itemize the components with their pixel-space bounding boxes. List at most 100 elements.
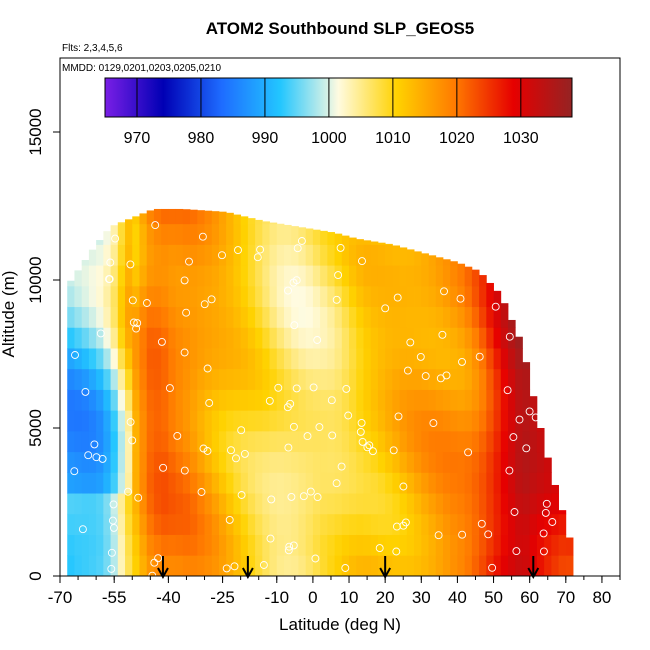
heatmap-cell xyxy=(103,306,111,328)
heatmap-cell xyxy=(399,348,408,370)
heatmap-cell xyxy=(544,472,552,494)
heatmap-cell xyxy=(125,265,133,287)
heatmap-cell xyxy=(276,513,285,535)
heatmap-cell xyxy=(226,306,234,328)
heatmap-cell xyxy=(457,472,466,494)
heatmap-cell xyxy=(211,223,220,245)
heatmap-cell xyxy=(428,534,437,556)
heatmap-cell xyxy=(153,348,162,370)
heatmap-cell xyxy=(110,368,119,390)
heatmap-cell xyxy=(269,534,278,556)
heatmap-cell xyxy=(457,265,466,287)
heatmap-cell xyxy=(421,253,429,266)
heatmap-cell xyxy=(240,430,249,453)
heatmap-cell xyxy=(305,228,314,245)
heatmap-cell xyxy=(110,327,119,349)
heatmap-cell xyxy=(493,348,502,370)
heatmap-cell xyxy=(356,327,364,349)
heatmap-cell xyxy=(103,285,111,308)
heatmap-cell xyxy=(392,534,401,556)
heatmap-cell xyxy=(74,270,83,287)
heatmap-cell xyxy=(291,327,299,349)
heatmap-cell xyxy=(103,451,111,473)
heatmap-cell xyxy=(247,555,256,577)
heatmap-cell xyxy=(356,348,364,370)
observation-point xyxy=(522,444,531,453)
heatmap-cell xyxy=(262,534,270,556)
heatmap-cell xyxy=(175,368,184,390)
heatmap-cell xyxy=(392,389,401,411)
heatmap-cell xyxy=(399,555,408,577)
observation-point xyxy=(157,337,166,346)
heatmap-cell xyxy=(435,493,444,515)
heatmap-cell xyxy=(74,534,83,556)
heatmap-cell xyxy=(255,219,263,225)
heatmap-cell xyxy=(125,306,133,328)
heatmap-cell xyxy=(146,327,155,349)
heatmap-cell xyxy=(486,513,494,535)
heatmap-cell xyxy=(406,451,415,473)
heatmap-cell xyxy=(471,368,480,390)
y-axis-label: Altitude (m) xyxy=(0,271,18,358)
heatmap-cell xyxy=(450,430,458,453)
heatmap-cell xyxy=(341,389,350,411)
heatmap-cell xyxy=(110,348,119,370)
heatmap-cell xyxy=(298,306,307,328)
heatmap-cell xyxy=(103,231,111,245)
heatmap-cell xyxy=(96,451,104,473)
heatmap-cell xyxy=(370,410,379,432)
heatmap-cell xyxy=(81,306,90,328)
heatmap-cell xyxy=(493,472,502,494)
heatmap-cell xyxy=(435,327,444,349)
heatmap-cell xyxy=(81,368,90,390)
heatmap-cell xyxy=(558,534,567,556)
heatmap-cell xyxy=(190,493,198,515)
heatmap-cell xyxy=(450,265,458,287)
heatmap-cell xyxy=(255,306,263,328)
heatmap-cell xyxy=(168,513,177,535)
heatmap-cell xyxy=(464,513,473,535)
heatmap-cell xyxy=(385,493,393,515)
heatmap-cell xyxy=(522,513,531,535)
heatmap-cell xyxy=(334,430,343,453)
heatmap-cell xyxy=(435,257,444,266)
heatmap-cell xyxy=(96,240,104,245)
heatmap-cell xyxy=(406,513,415,535)
heatmap-cell xyxy=(247,430,256,453)
heatmap-cell xyxy=(464,534,473,556)
heatmap-cell xyxy=(240,555,249,577)
observation-point xyxy=(124,487,132,496)
heatmap-cell xyxy=(233,430,242,453)
heatmap-cell xyxy=(211,555,220,577)
heatmap-cell xyxy=(450,348,458,370)
colorbar-tick-label: 980 xyxy=(188,130,215,147)
heatmap-cell xyxy=(153,555,162,577)
heatmap-cell xyxy=(262,430,270,453)
heatmap-cell xyxy=(291,348,299,370)
heatmap-cell xyxy=(356,513,364,535)
heatmap-cell xyxy=(536,513,545,535)
y-axis: 0 5000 10000 15000 xyxy=(26,108,60,581)
heatmap-cell xyxy=(139,513,148,535)
heatmap-cell xyxy=(161,410,169,432)
heatmap-cell xyxy=(182,410,191,432)
heatmap-cell xyxy=(233,306,242,328)
heatmap-cell xyxy=(175,244,184,266)
heatmap-cell xyxy=(464,389,473,411)
heatmap-cell xyxy=(276,265,285,287)
heatmap-cell xyxy=(88,472,97,494)
heatmap-cell xyxy=(385,243,393,245)
heatmap-cell xyxy=(298,327,307,349)
y-tick-label: 10000 xyxy=(26,256,45,303)
heatmap-cell xyxy=(385,555,393,577)
heatmap-cell xyxy=(385,348,393,370)
heatmap-cell xyxy=(435,451,444,473)
observation-point xyxy=(78,525,87,534)
heatmap-cell xyxy=(125,555,133,577)
heatmap-cell xyxy=(153,534,162,556)
heatmap-cell xyxy=(125,348,133,370)
heatmap-cell xyxy=(182,327,191,349)
heatmap-cell xyxy=(334,244,343,266)
heatmap-cell xyxy=(298,493,307,515)
observation-point xyxy=(105,275,113,284)
